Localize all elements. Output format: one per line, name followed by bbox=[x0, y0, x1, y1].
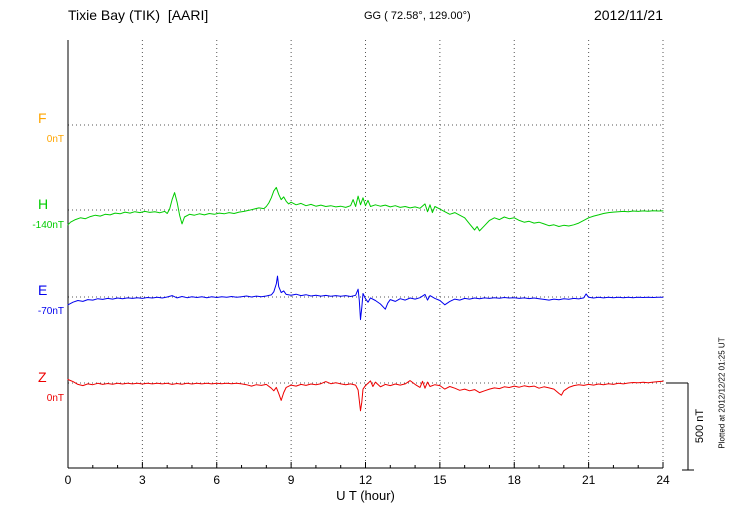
trace-e bbox=[67, 275, 664, 321]
component-baseline-e: -70nT bbox=[37, 306, 64, 317]
x-tick-label: 0 bbox=[65, 473, 72, 487]
station-title: Tixie Bay (TIK) [AARI] bbox=[68, 7, 209, 23]
date-label: 2012/11/21 bbox=[593, 7, 663, 23]
plotted-at-note: Plotted at 2012/12/22 01:25 UT bbox=[717, 337, 727, 449]
x-tick-label: 6 bbox=[213, 473, 220, 487]
component-label-h: H -140nT bbox=[0, 196, 64, 236]
x-tick-label: 9 bbox=[288, 473, 295, 487]
x-tick-label: 18 bbox=[508, 473, 522, 487]
component-baseline-f: 0nT bbox=[46, 134, 64, 145]
component-name-f: F bbox=[38, 110, 47, 126]
x-tick-label: 21 bbox=[582, 473, 596, 487]
scale-bar-label: 500 nT bbox=[694, 408, 706, 444]
component-label-f: F 0nT bbox=[0, 110, 64, 150]
x-axis-title: U T (hour) bbox=[336, 488, 395, 503]
x-tick-label: 15 bbox=[433, 473, 447, 487]
component-label-z: Z 0nT bbox=[0, 369, 64, 409]
component-label-e: E -70nT bbox=[0, 282, 64, 322]
component-baseline-h: -140nT bbox=[32, 220, 64, 231]
component-baseline-z: 0nT bbox=[46, 393, 64, 404]
x-tick-label: 3 bbox=[139, 473, 146, 487]
component-name-h: H bbox=[38, 196, 49, 212]
trace-z bbox=[67, 379, 664, 412]
component-name-e: E bbox=[38, 282, 48, 298]
component-name-z: Z bbox=[38, 369, 47, 385]
x-tick-label: 12 bbox=[359, 473, 373, 487]
gg-coordinates: GG ( 72.58°, 129.00°) bbox=[364, 10, 471, 22]
trace-h bbox=[67, 186, 664, 232]
x-tick-label: 24 bbox=[656, 473, 670, 487]
